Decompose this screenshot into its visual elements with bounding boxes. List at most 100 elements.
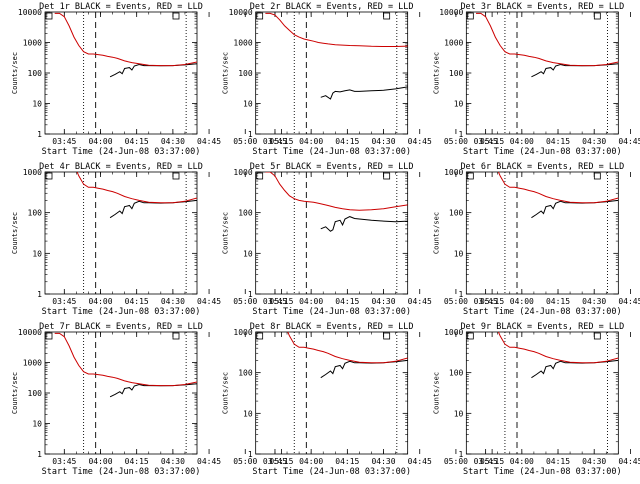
plot-frame <box>255 331 409 455</box>
series-group <box>54 332 197 398</box>
x-tick-label: 04:45 <box>618 457 640 466</box>
x-tick-label: 04:45 <box>197 297 221 306</box>
y-tick-label: 1000 <box>233 328 252 337</box>
x-tick-label: 04:00 <box>88 457 112 466</box>
y-tick-label: 10 <box>454 249 464 258</box>
y-tick-label: 1 <box>459 450 464 459</box>
y-tick-label: 1 <box>37 290 42 299</box>
series-group <box>497 172 619 219</box>
x-tick-label: 04:45 <box>408 137 432 146</box>
x-axis-label: Start Time (24-Jun-08 03:37:00) <box>463 147 622 157</box>
x-tick-label: 05:00 <box>233 297 257 306</box>
x-tick-label: 05:00 <box>444 457 468 466</box>
y-axis-label: Counts/sec <box>222 372 230 414</box>
series-events-line <box>320 359 408 379</box>
series-events-line <box>531 359 619 379</box>
y-axis-label: Counts/sec <box>11 52 19 94</box>
y-tick-label: 100 <box>28 389 43 398</box>
panel-det-6: Det 6r BLACK = Events, RED = LLD 1 10 100 10… <box>432 162 640 317</box>
x-tick-label: 04:15 <box>546 137 570 146</box>
x-tick-label: 03:45 <box>474 297 498 306</box>
x-tick-label: 04:45 <box>197 457 221 466</box>
x-tick-label: 04:00 <box>510 297 534 306</box>
y-tick-label: 10000 <box>18 8 42 17</box>
corner-marker-box <box>256 172 264 180</box>
x-tick-label: 05:15 <box>480 137 504 146</box>
y-tick-label: 10 <box>243 409 253 418</box>
x-tick-label: 04:15 <box>546 457 570 466</box>
x-tick-label: 04:45 <box>618 137 640 146</box>
x-tick-label: 04:30 <box>161 137 185 146</box>
chart-title: Det 4r BLACK = Events, RED = LLD <box>39 162 203 172</box>
x-axis-label: Start Time (24-Jun-08 03:37:00) <box>463 467 622 477</box>
x-tick-label: 05:15 <box>269 297 293 306</box>
x-tick-label: 03:45 <box>263 297 287 306</box>
y-tick-label: 1 <box>459 290 464 299</box>
y-axis-label: Counts/sec <box>11 372 19 414</box>
y-axis-label: Counts/sec <box>11 212 19 254</box>
series-lld-line <box>76 172 197 204</box>
y-axis-label: Counts/sec <box>432 52 440 94</box>
y-tick-label: 10000 <box>439 8 463 17</box>
x-tick-label: 03:45 <box>263 137 287 146</box>
y-tick-label: 100 <box>238 369 253 378</box>
series-events-line <box>531 199 619 219</box>
y-tick-label: 100 <box>238 209 253 218</box>
x-tick-label: 04:45 <box>197 137 221 146</box>
corner-marker-box <box>45 172 53 180</box>
y-tick-label: 100 <box>449 209 464 218</box>
y-tick-label: 1 <box>248 290 253 299</box>
x-tick-label: 05:15 <box>480 457 504 466</box>
y-tick-label: 10 <box>243 249 253 258</box>
series-lld-line <box>54 12 197 67</box>
series-events-line <box>109 383 197 398</box>
x-tick-label: 04:00 <box>299 297 323 306</box>
y-tick-label: 10 <box>454 100 464 109</box>
x-tick-label: 04:15 <box>546 297 570 306</box>
x-tick-label: 05:00 <box>233 137 257 146</box>
x-tick-label: 04:00 <box>88 137 112 146</box>
corner-marker-box <box>466 172 474 180</box>
x-tick-label: 04:15 <box>125 297 149 306</box>
y-tick-label: 1000 <box>444 39 463 48</box>
x-tick-label: 04:15 <box>335 297 359 306</box>
x-tick-label: 04:00 <box>510 137 534 146</box>
corner-marker-box <box>383 172 391 180</box>
series-events-line <box>320 86 408 100</box>
panel-det-8: Det 8r BLACK = Events, RED = LLD11010010… <box>222 322 505 477</box>
x-axis-label: Start Time (24-Jun-08 03:37:00) <box>42 147 201 157</box>
x-tick-label: 04:45 <box>618 297 640 306</box>
plot-frame <box>465 331 619 455</box>
panel-det-2: Det 2r BLACK = Events, RED = LLD11010010… <box>222 2 505 157</box>
x-axis-label: Start Time (24-Jun-08 03:37:00) <box>42 307 201 317</box>
x-tick-label: 04:00 <box>299 137 323 146</box>
x-axis-label: Start Time (24-Jun-08 03:37:00) <box>42 467 201 477</box>
plot-frame <box>465 171 619 295</box>
y-axis-label: Counts/sec <box>222 212 230 254</box>
y-tick-label: 1 <box>37 450 42 459</box>
x-tick-label: 04:30 <box>371 137 395 146</box>
series-events-line <box>531 63 619 78</box>
corner-marker-box <box>172 172 180 180</box>
series-events-line <box>320 216 408 232</box>
series-lld-line <box>287 332 408 364</box>
y-tick-label: 100 <box>449 369 464 378</box>
x-tick-label: 04:00 <box>299 457 323 466</box>
chart-title: Det 8r BLACK = Events, RED = LLD <box>250 322 414 332</box>
x-tick-label: 03:45 <box>52 137 76 146</box>
plot-frame <box>255 11 409 135</box>
series-lld-line <box>265 172 408 211</box>
y-axis-label: Counts/sec <box>222 52 230 94</box>
y-tick-label: 10 <box>32 249 42 258</box>
x-tick-label: 04:30 <box>582 297 606 306</box>
panel-det-5: Det 5r BLACK = Events, RED = LLD11010010… <box>222 162 505 317</box>
series-lld-line <box>476 12 619 67</box>
y-tick-label: 100 <box>449 69 464 78</box>
chart-title: Det 3r BLACK = Events, RED = LLD <box>460 2 624 12</box>
y-tick-label: 1000 <box>444 168 463 177</box>
x-tick-label: 04:30 <box>371 297 395 306</box>
corner-marker-box <box>466 332 474 340</box>
y-tick-label: 1 <box>248 450 253 459</box>
y-axis-label: Counts/sec <box>432 372 440 414</box>
